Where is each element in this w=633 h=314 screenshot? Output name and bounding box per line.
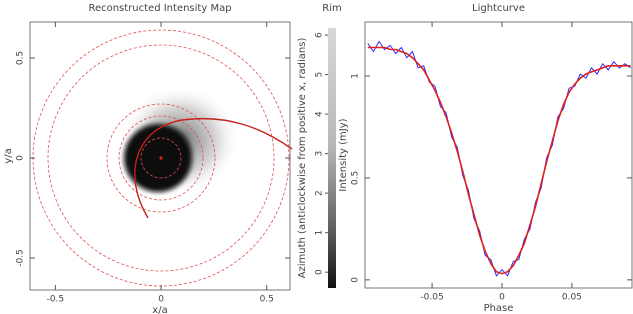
y-tick-label: 0.5 [16, 51, 26, 65]
ring [140, 137, 182, 179]
x-tick-label: 0.05 [562, 293, 582, 303]
y-tick-label: 0 [315, 269, 325, 275]
y-tick-label: 0.5 [351, 171, 361, 185]
ring [47, 44, 275, 272]
y-tick-label: 1 [315, 230, 325, 236]
colorbar [328, 28, 336, 288]
y-axis-label: Intensity (mJy) [338, 118, 349, 191]
y-tick-label: 0 [16, 155, 26, 161]
y-tick-label: 3 [315, 151, 325, 157]
y-tick-label: 1 [351, 73, 361, 79]
chart-title: Reconstructed Intensity Map [88, 3, 231, 14]
x-tick-label: 0.5 [260, 295, 274, 305]
y-axis-label: y/a [3, 148, 14, 163]
series-line [367, 40, 631, 277]
chart-title: Lightcurve [472, 3, 525, 14]
x-tick-label: -0.5 [47, 295, 65, 305]
ring [118, 115, 204, 201]
y-axis-label: Azimuth (anticlockwise from positive x, … [297, 38, 308, 279]
chart-title: Rim [322, 3, 341, 14]
x-tick-label: -0.05 [420, 293, 443, 303]
dark-disk [124, 124, 192, 192]
y-tick-label: 4 [315, 111, 325, 117]
intensity-image [32, 29, 293, 287]
y-tick-label: 5 [315, 72, 325, 78]
y-tick-label: 2 [315, 190, 325, 196]
ring [106, 103, 216, 213]
series-line [367, 46, 631, 275]
orbit-path [134, 117, 293, 219]
x-axis-label: Phase [484, 303, 514, 314]
x-tick-label: 0 [499, 293, 505, 303]
x-axis-label: x/a [152, 305, 167, 314]
x-tick-label: 0 [158, 295, 164, 305]
frame [29, 21, 291, 291]
y-tick-label: 6 [315, 32, 325, 38]
frame [364, 21, 633, 289]
y-tick-label: -0.5 [16, 249, 26, 267]
center-dot [159, 156, 163, 160]
y-tick-label: 0 [351, 277, 361, 283]
